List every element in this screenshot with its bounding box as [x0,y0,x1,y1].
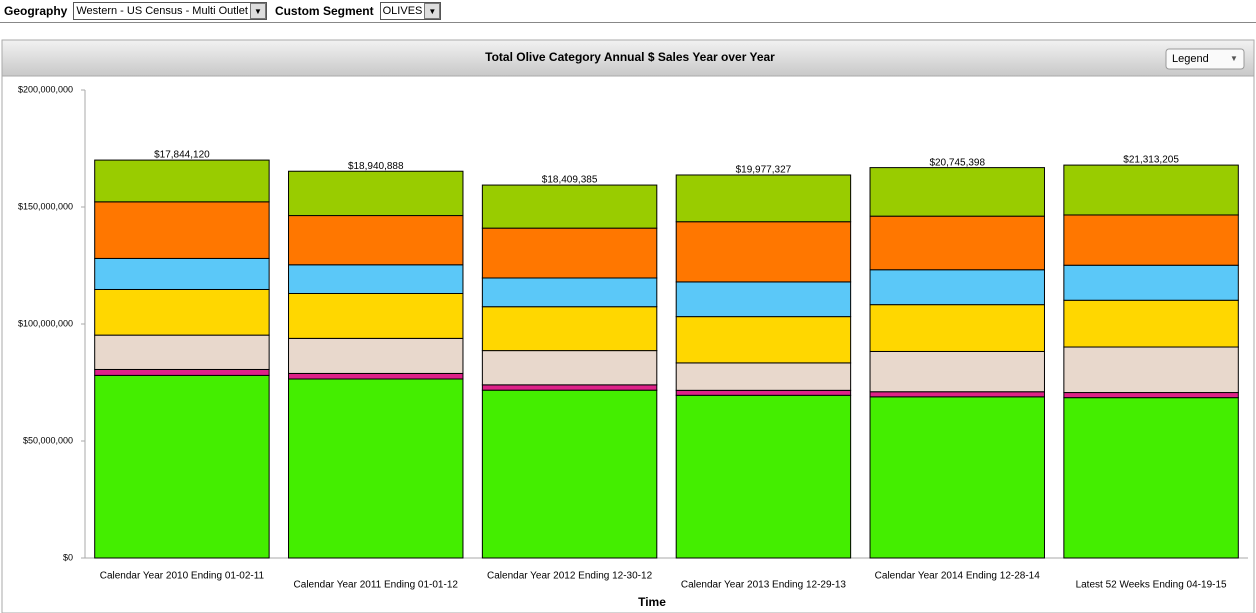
bar-segment [675,394,852,559]
y-tick-label: $150,000,000 [18,201,73,211]
bar-segment [94,374,270,559]
bar-segment [288,215,464,266]
label: Geography [4,4,68,18]
bar-segment [94,368,270,376]
data-label: $20,745,398 [929,157,985,168]
bar-segment [288,378,464,559]
geography-select[interactable]: Western - US Census - Multi Outlet [73,2,267,20]
x-tick-label: Calendar Year 2013 Ending 12-29-13 [681,580,847,591]
legend-button[interactable] [1165,48,1245,70]
bar-segment [869,350,1045,393]
x-tick-label: Calendar Year 2012 Ending 12-30-12 [487,571,653,582]
chart: Total Olive Category Annual $ Sales Year… [1,39,1255,613]
bar-segment [869,304,1045,352]
y-tick-label: $100,000,000 [18,318,73,328]
bar-segment [1063,346,1239,394]
bar-segment [481,350,658,386]
x-tick-label: Latest 52 Weeks Ending 04-19-15 [1076,580,1227,591]
bar-segment [481,227,658,279]
bar-segment [675,362,852,391]
bar-segment [675,281,852,318]
bar-segment [94,159,270,203]
panel-header [1,39,1255,77]
bar-segment [94,257,270,290]
x-tick-label: Calendar Year 2014 Ending 12-28-14 [875,571,1041,582]
data-label: $18,409,385 [542,175,598,186]
x-tick-label: Calendar Year 2011 Ending 01-01-12 [294,580,459,591]
bar-segment [288,264,464,294]
bar-segment [1063,397,1239,559]
dropdown-arrow: ▼ [1230,54,1238,63]
bar-segment [869,391,1045,398]
bar-segment [869,396,1045,559]
bar-segment [869,269,1045,306]
chart-title: Total Olive Category Annual $ Sales Year… [485,50,775,64]
toolbar: Geography Western - US Census - Multi Ou… [0,0,1256,23]
bar-segment [288,337,464,374]
bar-segment [288,372,464,380]
data-label: $18,940,888 [348,161,404,172]
label: Custom Segment [274,4,374,18]
x-tick-label: Calendar Year 2010 Ending 01-02-11 [100,571,265,582]
bar-segment [481,184,658,229]
bar-segment [869,167,1045,217]
bar-segment [869,215,1045,271]
bar-segment [481,384,658,391]
bar-segment [94,334,270,370]
y-tick-label: $50,000,000 [23,435,73,445]
segment-select[interactable]: OLIVES [379,2,442,20]
bar-segment [1063,214,1239,266]
bar-segment [1063,299,1239,348]
y-tick-label: $0 [63,552,73,562]
legend-button-label: Legend [1172,53,1209,65]
bar-segment [675,221,852,283]
bar-segment [288,292,464,339]
data-label: $19,977,327 [736,165,792,176]
bar-segment [1063,392,1239,399]
y-tick-label: $200,000,000 [18,84,73,94]
data-label: $21,313,205 [1123,155,1179,166]
bar-segment [1063,264,1239,301]
bar-segment [288,170,464,217]
bar-segment [481,306,658,352]
x-axis-title: Time [638,595,666,609]
bar-segment [675,316,852,364]
data-label: $17,844,120 [154,150,210,161]
bar-segment [94,201,270,259]
bar-segment [675,389,852,396]
bar-segment [481,389,658,559]
bar-segment [675,174,852,223]
bar-segment [481,277,658,308]
bar-segment [94,288,270,336]
bar-segment [1063,164,1239,216]
